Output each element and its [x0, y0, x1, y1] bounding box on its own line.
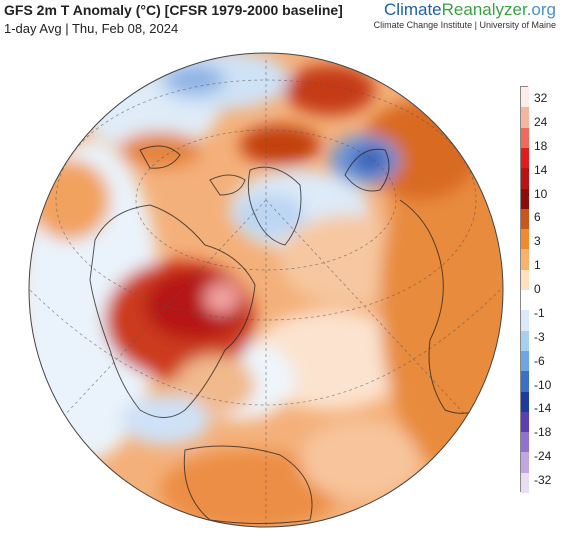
legend-swatch [521, 290, 529, 311]
legend-swatch [521, 269, 529, 291]
legend-swatch [521, 249, 529, 271]
legend-swatch [521, 391, 529, 413]
brand-affiliation: Climate Change Institute | University of… [373, 20, 556, 30]
legend-tick-label: -10 [534, 377, 552, 392]
legend-tick-label: 10 [534, 186, 548, 201]
legend-tick-label: 32 [534, 91, 548, 105]
legend-tick-label: -1 [534, 305, 545, 320]
brand-logo[interactable]: ClimateReanalyzer.org [374, 0, 556, 20]
legend-tick-label: 14 [534, 162, 548, 177]
legend-swatch [521, 208, 529, 230]
legend-swatch [521, 87, 529, 108]
brand-name-part3: .org [526, 0, 556, 19]
globe-fill [29, 53, 503, 527]
legend-swatch [521, 472, 529, 494]
legend-tick-label: -18 [534, 425, 552, 440]
legend-swatch [521, 330, 529, 352]
legend-swatch [521, 371, 529, 392]
legend-swatch [521, 452, 529, 474]
legend-tick-label: -14 [534, 401, 552, 416]
legend-tick-label: 0 [534, 282, 541, 296]
legend-tick-label: -24 [534, 449, 552, 464]
coastlines [89, 145, 496, 524]
legend-swatch [521, 432, 529, 453]
legend-swatch [521, 229, 529, 250]
legend-swatch [521, 107, 529, 129]
legend-tick-label: -6 [534, 353, 545, 368]
graticule [29, 60, 501, 527]
brand-name-part2: Reanalyzer [441, 0, 527, 19]
legend-swatch [521, 411, 529, 433]
legend-swatch [521, 188, 529, 210]
legend-tick-label: 6 [534, 210, 541, 225]
legend-swatch [521, 147, 529, 169]
brand-name-part1: Climate [384, 0, 442, 19]
color-legend: 32 24 18 14 10 6 3 1 0 -1 -3 -6 -10 -14 -18 -24 -32 [520, 86, 560, 494]
brand-block[interactable]: ClimateReanalyzer.org Climate Change Ins… [374, 0, 556, 30]
legend-colorbar [520, 86, 529, 494]
globe-map [28, 52, 504, 528]
legend-tick-label: 18 [534, 138, 548, 153]
legend-tick-label: 3 [534, 234, 541, 249]
map-subtitle: 1-day Avg | Thu, Feb 08, 2024 [4, 21, 179, 36]
legend-tick-label: 24 [534, 114, 548, 129]
legend-tick-label: 1 [534, 258, 541, 273]
legend-swatch [521, 350, 529, 372]
legend-tick-label: -32 [534, 473, 552, 487]
legend-swatch [521, 168, 529, 189]
legend-swatch [521, 127, 529, 149]
legend-swatch [521, 310, 529, 332]
map-title: GFS 2m T Anomaly (°C) [CFSR 1979-2000 ba… [4, 2, 343, 18]
legend-tick-label: -3 [534, 329, 545, 344]
